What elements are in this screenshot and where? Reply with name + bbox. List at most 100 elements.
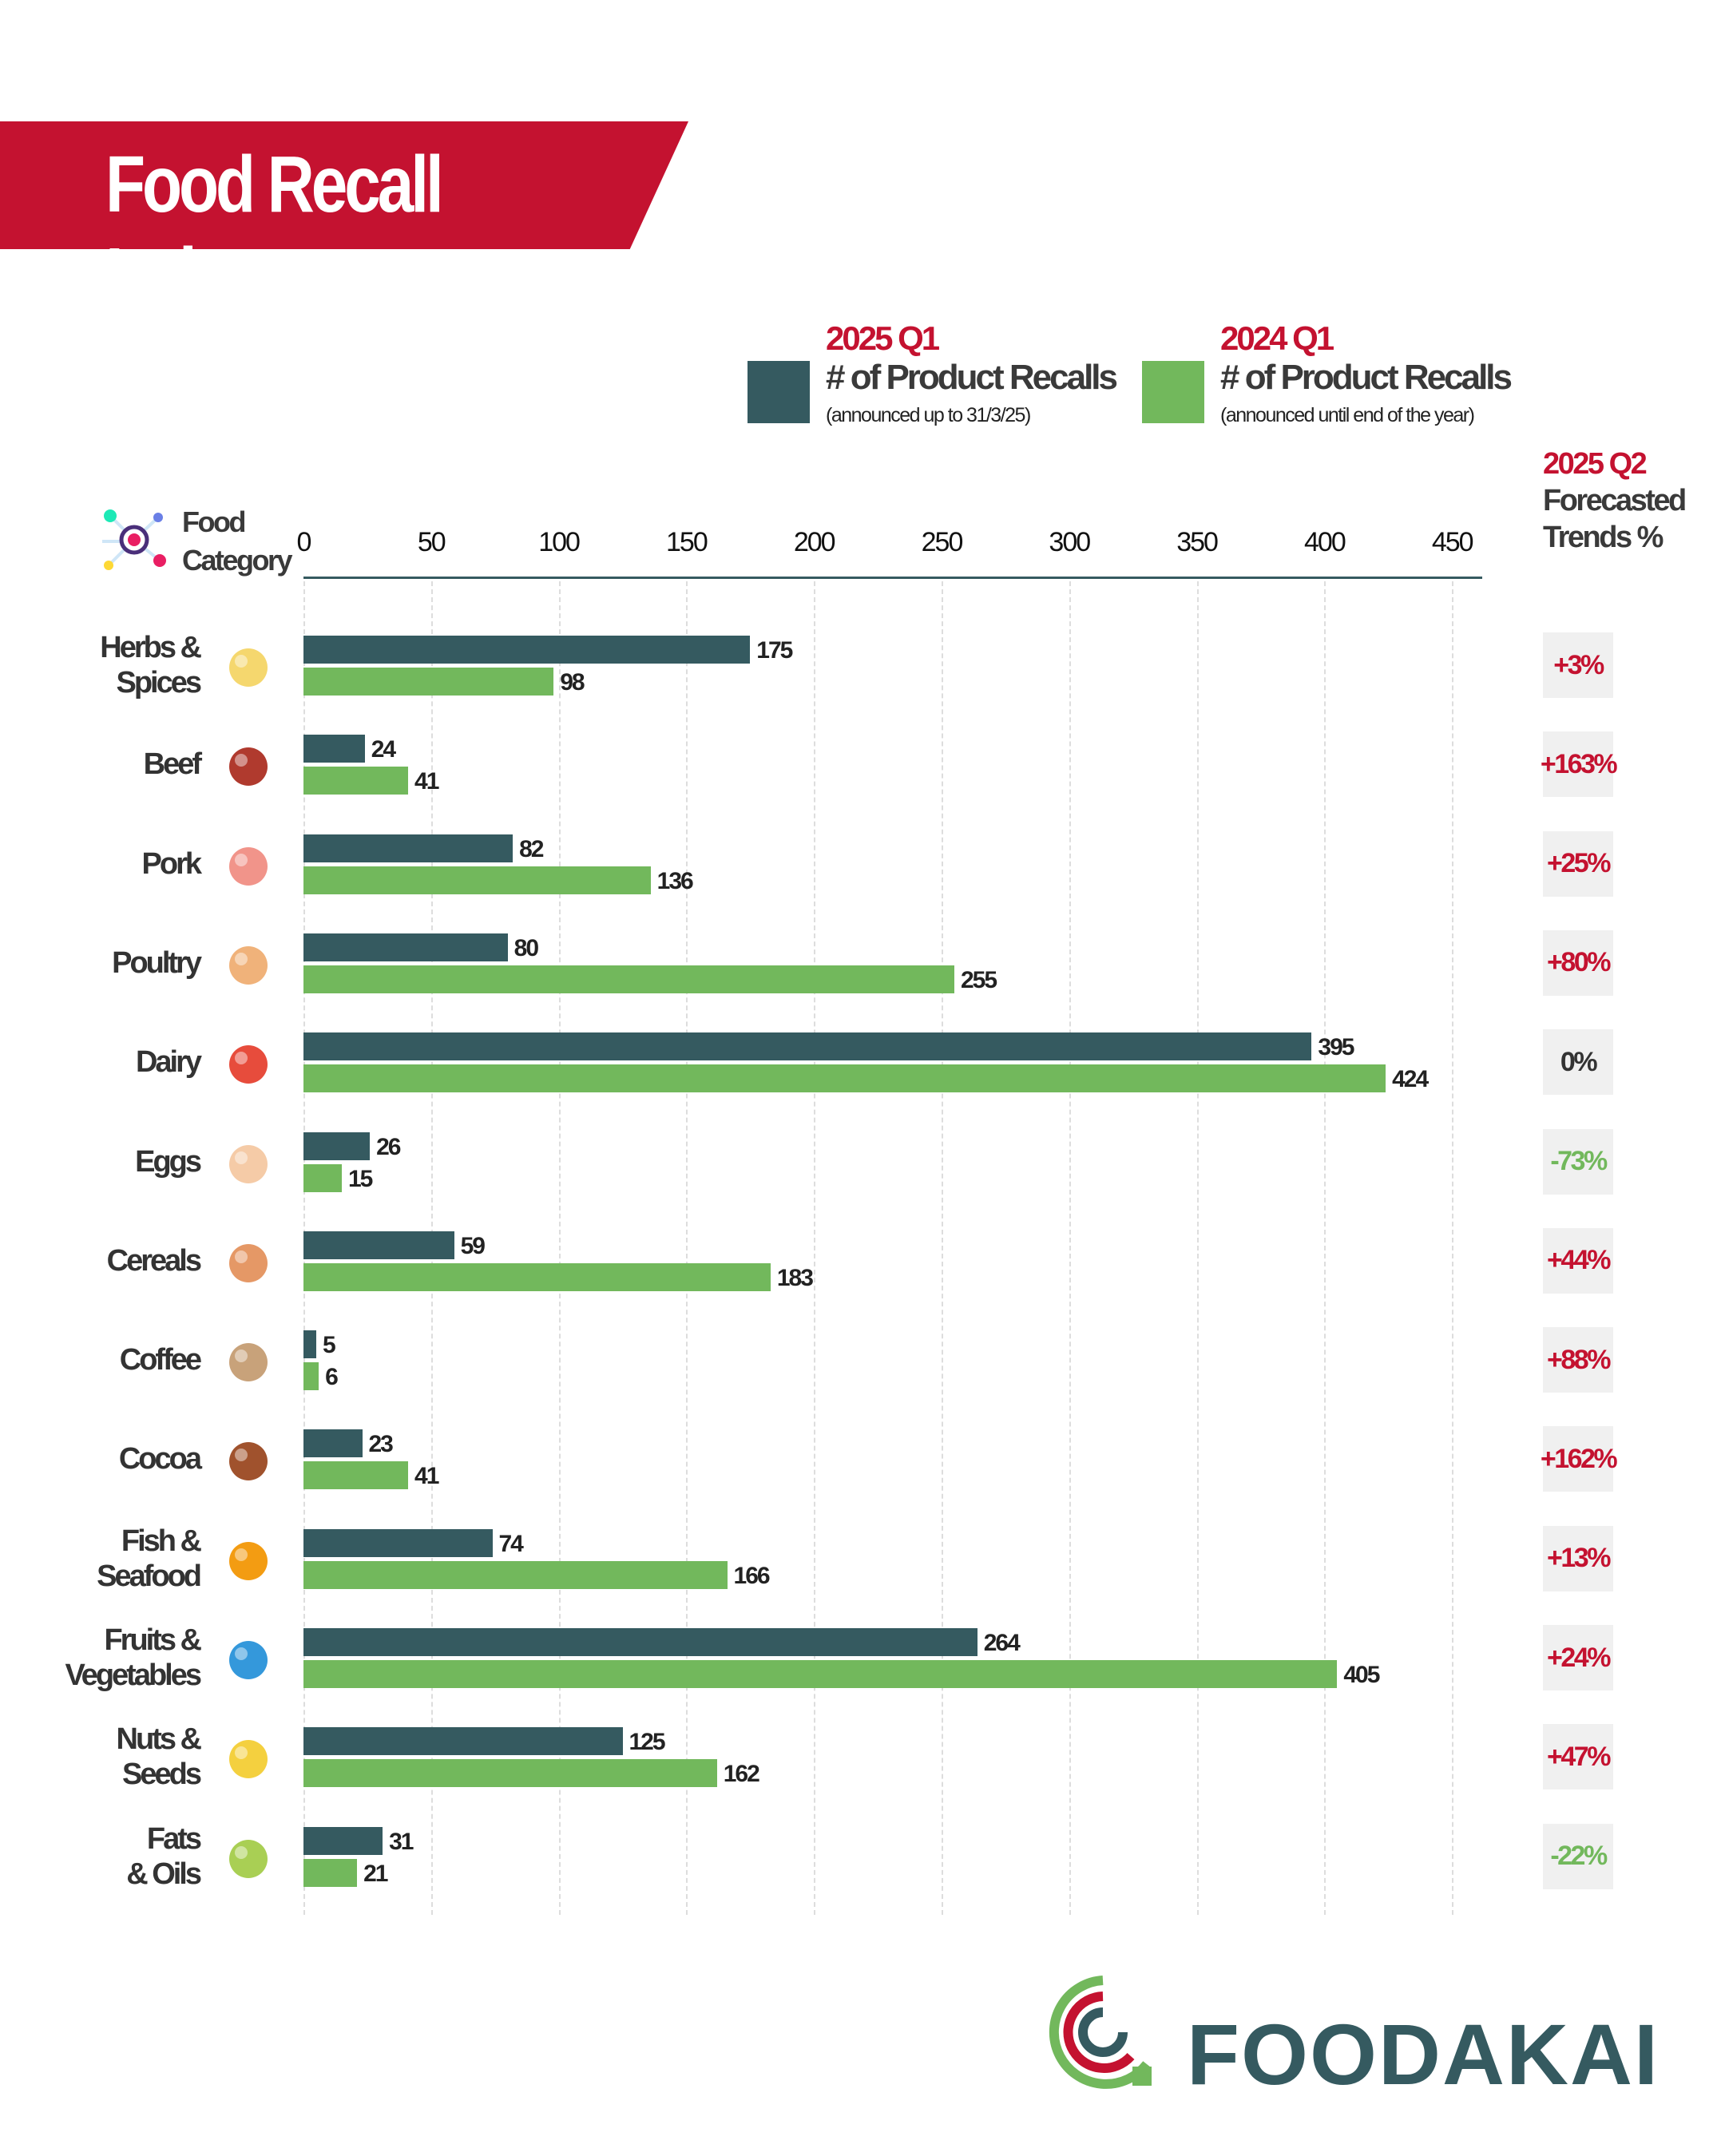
bar-value-label: 80 <box>514 934 539 961</box>
brand-name: FOODAKAI <box>1187 2006 1660 2102</box>
legend-swatch-dark <box>748 361 810 423</box>
trend-badge: +47% <box>1543 1724 1613 1790</box>
cocoa-icon <box>222 1433 275 1485</box>
category-label-line: Pork <box>141 846 203 881</box>
category-label-line: Fats <box>146 1821 202 1856</box>
bar-value-label: 5 <box>322 1332 336 1359</box>
trend-badge: +80% <box>1543 929 1613 996</box>
bar-value-label: 23 <box>368 1431 394 1458</box>
category-label: Beef <box>143 747 202 782</box>
x-tick-label: 200 <box>793 527 836 557</box>
coffee-bag-icon <box>222 1334 275 1386</box>
bar-2024-q1 <box>303 1262 771 1291</box>
category-label-line: Dairy <box>135 1045 202 1080</box>
forecast-line1: Forecasted <box>1543 484 1687 517</box>
category-label: Pork <box>141 846 203 882</box>
chicken-leg-icon <box>222 937 275 989</box>
bar-value-label: 255 <box>960 966 997 993</box>
bar-2024-q1 <box>303 668 554 696</box>
bar-value-label: 264 <box>983 1630 1021 1656</box>
x-tick-label: 150 <box>666 527 708 557</box>
bar-value-label: 166 <box>733 1562 771 1589</box>
bar-2025-q1 <box>303 1330 316 1359</box>
category-label: Poultry <box>112 945 202 981</box>
bar-2024-q1 <box>303 965 954 993</box>
bar-value-label: 31 <box>389 1828 414 1855</box>
bar-value-label: 41 <box>414 768 439 795</box>
trend-badge: +162% <box>1541 1426 1618 1492</box>
produce-basket-icon <box>222 1631 275 1684</box>
category-header-line2: Category <box>182 544 293 577</box>
x-tick-label: 300 <box>1049 527 1091 557</box>
gridline <box>1069 581 1071 1915</box>
bar-value-label: 26 <box>376 1133 401 1160</box>
trend-badge: +24% <box>1543 1625 1613 1690</box>
category-label-line: Seafood <box>97 1559 202 1593</box>
x-tick-label: 250 <box>921 527 964 557</box>
category-label-line: Beef <box>143 747 202 782</box>
trend-badge: +44% <box>1543 1227 1613 1294</box>
legend-label: # of Product Recalls <box>1220 358 1513 397</box>
category-label: Herbs & Spices <box>100 630 202 700</box>
bar-2024-q1 <box>303 1362 319 1391</box>
bar-2024-q1 <box>303 866 651 894</box>
category-header-line1: Food <box>182 505 246 538</box>
bar-value-label: 74 <box>498 1530 524 1557</box>
bar-2024-q1 <box>303 1163 342 1192</box>
foodakai-logo: FOODAKAI <box>1043 1972 1658 2102</box>
nuts-icon <box>222 1730 275 1783</box>
category-label-line: Nuts & <box>116 1722 202 1757</box>
foodakai-logo-mark <box>1049 1976 1152 2089</box>
bar-2025-q1 <box>303 1528 493 1557</box>
title-banner: Food Recall Index <box>0 121 688 249</box>
bar-value-label: 405 <box>1343 1662 1380 1688</box>
forecast-year: 2025 Q2 <box>1543 447 1648 481</box>
legend-year: 2024 Q1 <box>1220 319 1334 357</box>
bar-value-label: 98 <box>560 669 585 696</box>
gridline <box>686 581 688 1915</box>
trend-badge: +163% <box>1541 731 1618 798</box>
bar-value-label: 6 <box>325 1364 339 1391</box>
bar-value-label: 15 <box>347 1165 373 1192</box>
category-label-line: Fish & <box>121 1524 202 1558</box>
beef-icon <box>222 738 275 791</box>
pork-icon <box>222 838 275 890</box>
gridline <box>558 581 561 1915</box>
category-label-line: Herbs & <box>100 631 202 664</box>
bar-2024-q1 <box>303 1064 1386 1093</box>
x-tick-label: 350 <box>1176 527 1219 557</box>
bar-value-label: 424 <box>1392 1066 1429 1093</box>
bar-2025-q1 <box>303 1628 978 1656</box>
bar-2025-q1 <box>303 1032 1312 1061</box>
bar-2025-q1 <box>303 1231 454 1259</box>
category-label: Cereals <box>107 1243 202 1278</box>
category-label-line: Spices <box>116 666 202 700</box>
category-label: Dairy <box>135 1044 202 1080</box>
category-label-line: Fruits & <box>104 1623 202 1657</box>
bar-value-label: 162 <box>723 1761 760 1788</box>
bar-value-label: 136 <box>656 867 694 894</box>
category-label-line: Cocoa <box>118 1442 202 1476</box>
x-tick-label: 450 <box>1431 527 1474 557</box>
category-label: Nuts & Seeds <box>116 1722 202 1792</box>
bar-2025-q1 <box>303 636 751 664</box>
bread-wheat-icon <box>222 1235 275 1287</box>
forecast-line2: Trends % <box>1543 521 1664 554</box>
oil-bottle-icon <box>222 1830 275 1883</box>
trend-badge: +13% <box>1543 1525 1613 1591</box>
mortar-herbs-icon <box>222 639 275 692</box>
trend-badge: +88% <box>1543 1327 1613 1393</box>
trend-badge: -22% <box>1543 1823 1613 1889</box>
bar-2024-q1 <box>303 1560 728 1589</box>
category-label-line: Eggs <box>135 1144 202 1179</box>
legend-label: # of Product Recalls <box>826 358 1118 397</box>
category-label: Fruits & Vegetables <box>65 1623 202 1693</box>
legend-sub: (announced up to 31/3/25) <box>826 404 1031 426</box>
legend-year: 2025 Q1 <box>826 319 940 357</box>
category-label-line: & Oils <box>126 1857 202 1891</box>
bar-2025-q1 <box>303 834 514 862</box>
x-tick-label: 50 <box>417 527 446 557</box>
category-network-icon <box>102 509 166 570</box>
gridline <box>1196 581 1199 1915</box>
trend-badge: -73% <box>1543 1128 1613 1195</box>
